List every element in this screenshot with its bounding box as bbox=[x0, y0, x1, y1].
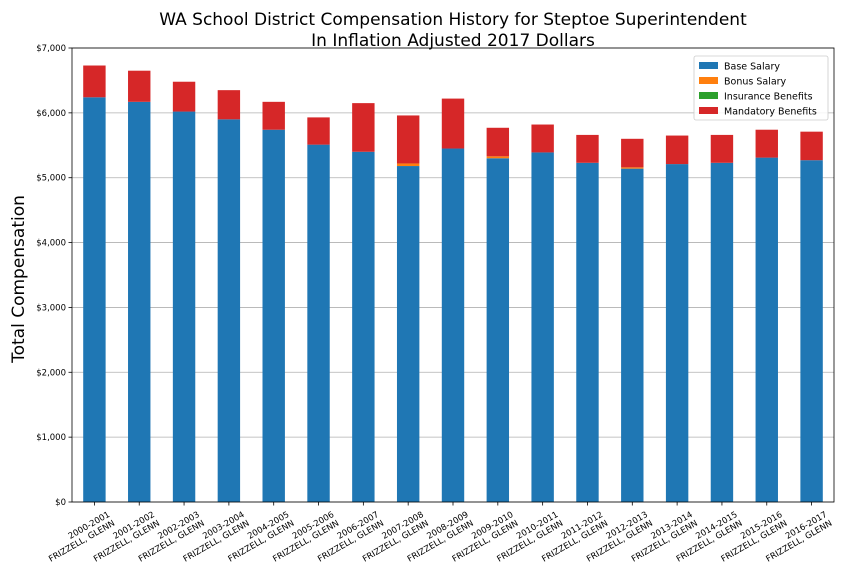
y-tick-label: $3,000 bbox=[36, 303, 66, 313]
bar-segment-base-salary bbox=[128, 101, 151, 503]
bar-segment-mandatory-benefits bbox=[621, 138, 644, 168]
bar-segment-base-salary bbox=[576, 162, 599, 502]
bar-segment-base-salary bbox=[755, 157, 778, 502]
legend-entry: Insurance Benefits bbox=[724, 92, 813, 103]
bar-segment-mandatory-benefits bbox=[710, 134, 734, 163]
y-tick-label: $1,000 bbox=[36, 433, 66, 443]
bar-segment-mandatory-benefits bbox=[396, 115, 420, 164]
bar-segment-bonus-salary bbox=[621, 167, 644, 169]
bar-segment-mandatory-benefits bbox=[800, 131, 823, 161]
bar-segment-mandatory-benefits bbox=[128, 70, 151, 102]
bar-segment-mandatory-benefits bbox=[307, 117, 330, 145]
bar-segment-mandatory-benefits bbox=[486, 127, 510, 157]
bar-segment-base-salary bbox=[307, 144, 330, 502]
bar-segment-base-salary bbox=[665, 164, 689, 502]
legend-swatch bbox=[699, 62, 718, 69]
legend-swatch bbox=[699, 77, 718, 84]
bar-segment-base-salary bbox=[621, 168, 644, 503]
bar-segment-mandatory-benefits bbox=[83, 65, 106, 98]
bar-segment-bonus-salary bbox=[486, 156, 510, 159]
y-tick-label: $7,000 bbox=[36, 44, 66, 54]
bar-segment-base-salary bbox=[217, 119, 241, 502]
bar-segment-base-salary bbox=[262, 129, 285, 502]
bar-segment-mandatory-benefits bbox=[172, 81, 196, 112]
bar-segment-base-salary bbox=[800, 160, 823, 502]
bar-segment-mandatory-benefits bbox=[576, 134, 599, 163]
y-tick-label: $6,000 bbox=[36, 109, 66, 119]
y-axis-ticks: $0 $1,000 $2,000 $3,000 $4,000 $5,000 $6,000 $7… bbox=[36, 44, 72, 508]
y-tick-label: $5,000 bbox=[36, 174, 66, 184]
legend-swatch bbox=[699, 107, 718, 114]
y-tick-label: $0 bbox=[55, 498, 66, 508]
legend-entry: Base Salary bbox=[724, 62, 780, 73]
bar-segment-base-salary bbox=[710, 162, 734, 502]
bar-segment-base-salary bbox=[172, 111, 196, 502]
y-axis-label: Total Compensation bbox=[9, 195, 29, 364]
legend-entry: Bonus Salary bbox=[724, 77, 787, 88]
legend-swatch bbox=[699, 92, 718, 99]
y-tick-label: $4,000 bbox=[36, 239, 66, 249]
bar-segment-mandatory-benefits bbox=[262, 101, 285, 130]
chart-title-line-1: WA School District Compensation History … bbox=[159, 10, 747, 30]
bar-segment-base-salary bbox=[441, 148, 465, 502]
bar-segment-bonus-salary bbox=[396, 163, 420, 167]
y-tick-label: $2,000 bbox=[36, 368, 66, 378]
x-axis-ticks: 2000-2001FRIZZELL, GLENN2001-2002FRIZZEL… bbox=[47, 502, 834, 565]
bar-segment-base-salary bbox=[531, 152, 554, 503]
legend-box bbox=[693, 55, 829, 121]
bar-segment-mandatory-benefits bbox=[531, 124, 554, 153]
bars bbox=[83, 65, 823, 503]
bar-segment-base-salary bbox=[83, 97, 106, 502]
bar-segment-mandatory-benefits bbox=[352, 103, 375, 152]
bar-segment-mandatory-benefits bbox=[755, 129, 778, 158]
bar-segment-base-salary bbox=[486, 158, 510, 502]
bar-segment-mandatory-benefits bbox=[441, 98, 465, 149]
bar-segment-base-salary bbox=[352, 151, 375, 502]
bar-segment-mandatory-benefits bbox=[217, 90, 241, 120]
chart-title-line-2: In Inflation Adjusted 2017 Dollars bbox=[311, 31, 595, 51]
bar-segment-mandatory-benefits bbox=[665, 135, 689, 165]
legend: Base Salary Bonus Salary Insurance Benefit… bbox=[693, 55, 829, 121]
legend-entry: Mandatory Benefits bbox=[724, 107, 817, 118]
bar-segment-base-salary bbox=[396, 166, 420, 503]
